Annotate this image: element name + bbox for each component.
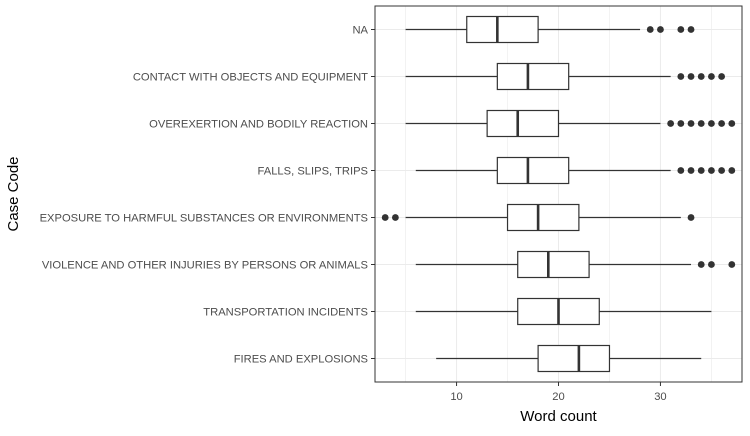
plot-panel-border xyxy=(374,5,743,383)
x-tick-label: 20 xyxy=(552,391,564,403)
boxplot-group xyxy=(415,250,736,279)
y-tick-label: OVEREXERTION AND BODILY REACTION xyxy=(149,119,368,131)
outlier-point xyxy=(718,167,726,174)
iqr-box xyxy=(496,156,570,185)
outlier-point xyxy=(708,73,715,80)
outlier-point xyxy=(728,120,736,127)
x-axis-title: Word count xyxy=(520,408,597,425)
iqr-box xyxy=(486,109,560,138)
outlier-point xyxy=(381,214,389,221)
outlier-point xyxy=(391,214,399,221)
outlier-point xyxy=(697,120,705,127)
y-tick-label: VIOLENCE AND OTHER INJURIES BY PERSONS O… xyxy=(42,260,368,272)
boxplot-group xyxy=(415,297,712,326)
outlier-point xyxy=(687,26,695,33)
outlier-point xyxy=(657,26,664,33)
iqr-box xyxy=(537,344,611,373)
x-tick-label: 10 xyxy=(450,391,462,403)
boxplot-group xyxy=(436,344,702,373)
outlier-point xyxy=(677,120,685,127)
outlier-point xyxy=(677,167,685,174)
y-tick-label: TRANSPORTATION INCIDENTS xyxy=(203,307,368,319)
outlier-point xyxy=(697,167,705,174)
outlier-point xyxy=(718,73,726,80)
outlier-point xyxy=(728,167,736,174)
y-tick-label: NA xyxy=(352,25,368,37)
boxplot-group xyxy=(405,62,726,91)
iqr-box xyxy=(466,15,539,44)
boxplot-group xyxy=(381,203,695,232)
outlier-point xyxy=(677,73,685,80)
outlier-point xyxy=(687,214,695,221)
boxplot-group xyxy=(415,156,736,185)
outlier-point xyxy=(708,120,715,127)
y-axis-title: Case Code xyxy=(5,156,22,231)
iqr-box xyxy=(506,203,580,232)
y-tick-label: FALLS, SLIPS, TRIPS xyxy=(258,166,368,178)
outlier-point xyxy=(687,167,695,174)
boxplot-group xyxy=(405,15,695,44)
iqr-box xyxy=(496,62,570,91)
outlier-point xyxy=(667,120,675,127)
y-tick-label: CONTACT WITH OBJECTS AND EQUIPMENT xyxy=(133,72,368,84)
outlier-point xyxy=(728,261,736,268)
outlier-point xyxy=(677,26,685,33)
y-tick-label: FIRES AND EXPLOSIONS xyxy=(234,354,368,366)
y-tick-label: EXPOSURE TO HARMFUL SUBSTANCES OR ENVIRO… xyxy=(40,213,368,225)
outlier-point xyxy=(718,120,726,127)
axis-layer: NA CONTACT WITH OBJECTS AND EQUIPMENT OVER… xyxy=(40,25,667,404)
x-tick-label: 30 xyxy=(654,391,666,403)
iqr-box xyxy=(517,250,590,279)
outlier-point xyxy=(708,261,715,268)
outlier-point xyxy=(697,73,705,80)
outlier-point xyxy=(687,120,695,127)
box-layer xyxy=(381,15,736,373)
boxplot-group xyxy=(405,109,736,138)
outlier-point xyxy=(646,26,654,33)
outlier-point xyxy=(708,167,715,174)
outlier-point xyxy=(687,73,695,80)
outlier-point xyxy=(697,261,705,268)
